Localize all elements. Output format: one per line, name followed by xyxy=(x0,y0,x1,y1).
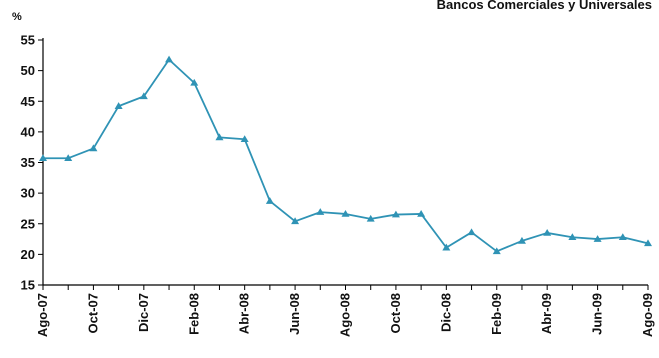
chart-title: Bancos Comerciales y Universales xyxy=(437,0,652,12)
x-tick-label: Ago-09 xyxy=(640,293,655,337)
markers-layer xyxy=(39,55,652,255)
y-tick-label: 45 xyxy=(21,94,35,109)
data-point-marker xyxy=(64,154,73,162)
title-layer: Bancos Comerciales y Universales xyxy=(437,0,652,12)
y-tick-label: 35 xyxy=(21,155,35,170)
x-tick-label: Jun-08 xyxy=(287,293,302,335)
y-ticks: 15 20 25 30 35 40 45 50 55 xyxy=(21,33,43,293)
data-point-marker xyxy=(366,214,375,222)
y-tick-label: 20 xyxy=(21,247,35,262)
x-tick-label: Oct-07 xyxy=(85,293,100,333)
data-point-marker xyxy=(316,208,325,215)
x-tick-label: Feb-08 xyxy=(186,293,201,335)
data-point-marker xyxy=(114,102,123,109)
x-tick-label: Oct-08 xyxy=(388,293,403,333)
data-point-marker xyxy=(215,133,224,141)
y-tick-label: 30 xyxy=(21,186,35,201)
data-point-marker xyxy=(391,210,400,218)
data-point-marker xyxy=(190,78,199,86)
x-tick-label: Ago-08 xyxy=(338,293,353,337)
data-point-marker xyxy=(139,92,148,100)
data-point-marker xyxy=(618,233,627,241)
series-line xyxy=(43,58,649,253)
x-tick-label: Jun-09 xyxy=(590,293,605,335)
y-tick-label: 50 xyxy=(21,63,35,78)
x-tick-label: Abr-08 xyxy=(237,293,252,334)
x-tick-label: Abr-09 xyxy=(539,293,554,334)
series-layer xyxy=(43,58,649,253)
y-tick-label: 55 xyxy=(21,33,35,48)
y-unit-layer: % xyxy=(12,11,22,23)
x-tick-label: Dic-07 xyxy=(136,293,151,332)
data-point-marker xyxy=(593,235,602,242)
data-point-marker xyxy=(165,55,174,63)
data-point-marker xyxy=(568,233,577,241)
data-point-marker xyxy=(240,135,249,143)
y-tick-label: 40 xyxy=(21,124,35,139)
data-point-marker xyxy=(517,236,526,244)
data-point-marker xyxy=(291,217,300,225)
y-axis-unit-label: % xyxy=(12,11,22,23)
data-point-marker xyxy=(492,247,501,255)
data-point-marker xyxy=(39,154,47,162)
data-point-marker xyxy=(442,243,451,251)
data-point-marker xyxy=(341,209,350,217)
x-tick-label: Ago-07 xyxy=(35,293,50,337)
x-ticks: Ago-07 Oct-07 Dic-07 Feb-08 Abr-08 Jun-08 Ago-… xyxy=(35,285,655,337)
data-point-marker xyxy=(543,228,552,236)
data-point-marker xyxy=(467,228,476,236)
data-point-marker xyxy=(265,197,274,204)
y-tick-label: 25 xyxy=(21,216,35,231)
axes-layer xyxy=(42,38,648,286)
x-tick-label: Feb-09 xyxy=(489,293,504,335)
data-point-marker xyxy=(644,239,652,247)
x-tick-label: Dic-08 xyxy=(438,293,453,332)
y-tick-label: 15 xyxy=(21,278,35,293)
data-point-marker xyxy=(89,144,98,152)
data-point-marker xyxy=(417,209,426,217)
